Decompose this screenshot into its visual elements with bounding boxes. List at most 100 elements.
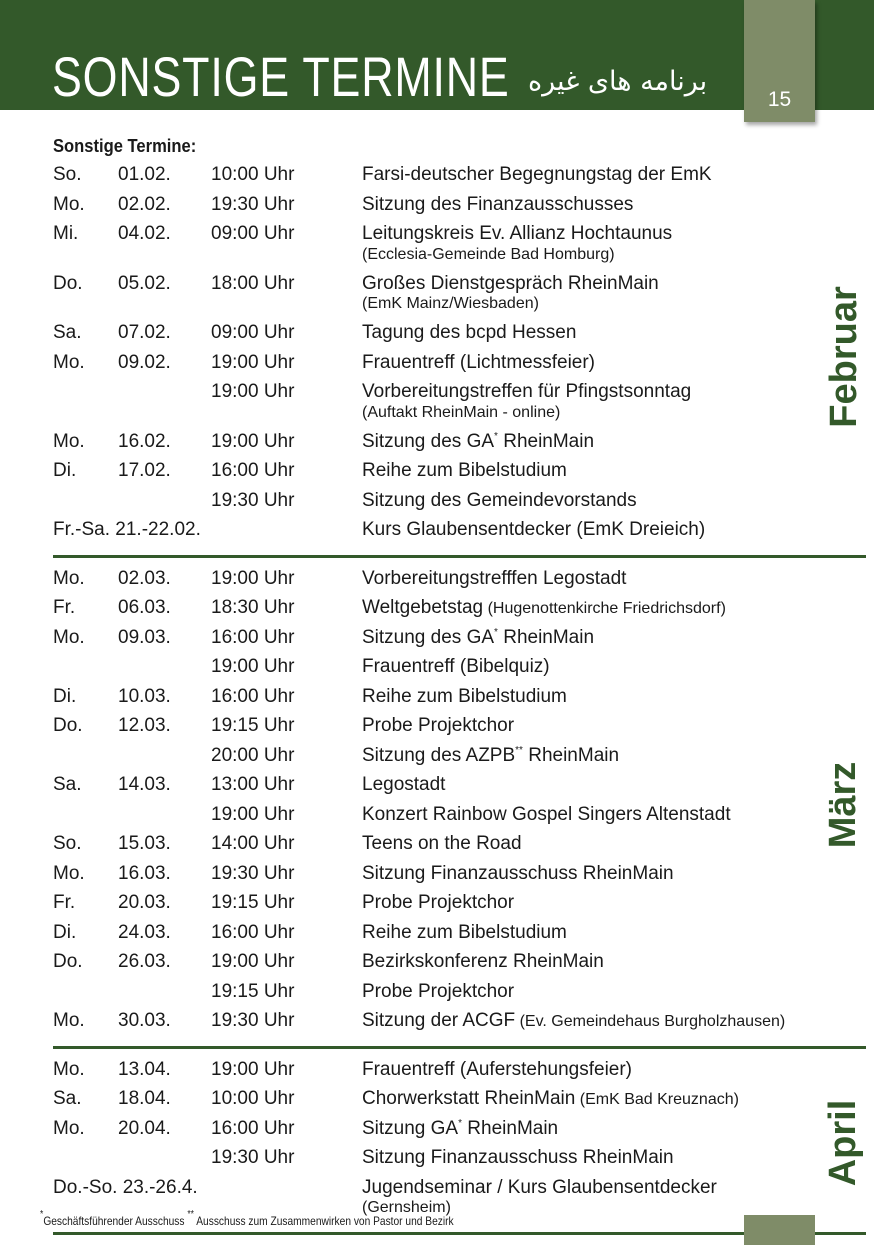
event-day: Do.: [53, 715, 83, 736]
event-day: Sa.: [53, 1088, 82, 1109]
event-row: So. 15.03. 14:00 Uhr Teens on the Road: [53, 829, 866, 859]
event-day: Mo.: [53, 1117, 85, 1139]
event-title-wrap: Sitzung des Gemeindevorstands: [362, 486, 637, 516]
event-title-wrap: Sitzung Finanzausschuss RheinMain: [362, 1143, 674, 1173]
event-title-rest: RheinMain: [522, 744, 620, 766]
event-day: Fr.: [53, 892, 76, 913]
event-date: 15.03.: [118, 833, 171, 854]
event-row: Mo. 16.02. 19:00 Uhr Sitzung des GA* RheinM…: [53, 427, 866, 457]
event-title-wrap: Vorbereitungstreffen für Pfingstsonntag: [362, 377, 691, 407]
footnote: *Geschäftsführender Ausschuss ** Ausschu…: [40, 1210, 454, 1229]
event-title-wrap: Leitungskreis Ev. Allianz Hochtaunus: [362, 219, 672, 249]
event-title: Kurs Glaubensentdecker (EmK Dreieich): [362, 519, 706, 540]
event-time: 16:00 Uhr: [211, 1117, 295, 1139]
month-label: April: [822, 1099, 865, 1187]
event-title-wrap: Weltgebetstag (Hugenottenkirche Friedric…: [362, 593, 726, 624]
event-location: (EmK Bad Kreuznach): [575, 1091, 739, 1108]
event-location: (EmK Mainz/Wiesbaden): [362, 295, 539, 312]
event-time: 18:00 Uhr: [211, 272, 295, 294]
event-title: Probe Projektchor: [362, 892, 515, 913]
event-title-wrap: Probe Projektchor: [362, 977, 514, 1007]
event-time: 19:30 Uhr: [211, 862, 295, 884]
event-date: 04.02.: [118, 223, 171, 244]
event-time: 16:00 Uhr: [211, 685, 295, 707]
event-day: Fr.: [53, 597, 76, 618]
month-label: März: [822, 761, 865, 848]
event-day: Mo.: [53, 567, 85, 589]
event-title: Teens on the Road: [362, 833, 522, 854]
event-time: 10:00 Uhr: [211, 1088, 295, 1109]
event-title: Sitzung der ACGF: [362, 1010, 516, 1031]
event-row: Mo. 13.04. 19:00 Uhr Frauentreff (Aufersteh…: [53, 1055, 866, 1085]
event-row: Sa. 18.04. 10:00 Uhr Chorwerkstatt RheinMai…: [53, 1084, 866, 1114]
event-time: 19:00 Uhr: [211, 1058, 295, 1080]
month-section: So. 01.02. 10:00 Uhr Farsi-deutscher Begegn…: [53, 160, 866, 558]
event-day: Mo.: [53, 1058, 85, 1080]
event-location: (Ecclesia-Gemeinde Bad Homburg): [362, 245, 615, 263]
event-day: Mo.: [53, 862, 85, 884]
event-row: Do. 26.03. 19:00 Uhr Bezirkskonferenz Rhein…: [53, 947, 866, 977]
event-title: Frauentreff (Bibelquiz): [362, 656, 550, 677]
event-date: 09.02.: [118, 351, 171, 373]
event-time: 19:00 Uhr: [211, 567, 295, 589]
footnote-ref: **: [515, 744, 523, 756]
event-row: 19:30 Uhr Sitzung Finanzausschuss RheinMa…: [53, 1143, 866, 1173]
event-date: 07.02.: [118, 322, 171, 343]
event-day: Do.: [53, 951, 83, 972]
event-title-wrap: Großes Dienstgespräch RheinMain: [362, 269, 659, 299]
event-date: 12.03.: [118, 715, 171, 736]
event-title-wrap: Farsi-deutscher Begegnungstag der EmK: [362, 160, 712, 190]
event-title: Bezirkskonferenz RheinMain: [362, 951, 604, 972]
event-row: Di. 10.03. 16:00 Uhr Reihe zum Bibelstudium: [53, 682, 866, 712]
event-date: 01.02.: [118, 164, 171, 185]
event-time: 13:00 Uhr: [211, 774, 295, 795]
event-title: Legostadt: [362, 774, 446, 795]
event-date: 02.02.: [118, 193, 171, 215]
event-row: Fr. 06.03. 18:30 Uhr Weltgebetstag (Hugenot…: [53, 593, 866, 623]
event-day: Di.: [53, 685, 77, 707]
event-day: Mo.: [53, 626, 85, 648]
event-time: 19:30 Uhr: [211, 1147, 295, 1168]
event-title: Weltgebetstag: [362, 597, 484, 618]
page-title: SONSTIGE TERMINE: [52, 45, 510, 108]
event-title: Farsi-deutscher Begegnungstag der EmK: [362, 164, 712, 185]
footnote-ref: *: [494, 430, 498, 442]
event-title-wrap: Teens on the Road: [362, 829, 522, 859]
event-title-wrap: Sitzung des AZPB** RheinMain: [362, 741, 619, 771]
event-title-wrap: Frauentreff (Bibelquiz): [362, 652, 550, 682]
event-row: 19:00 Uhr Konzert Rainbow Gospel Singers …: [53, 800, 866, 830]
event-time: 19:00 Uhr: [211, 381, 295, 402]
event-title-wrap: Frauentreff (Auferstehungsfeier): [362, 1055, 632, 1085]
event-title-wrap: Sitzung GA* RheinMain: [362, 1114, 558, 1144]
event-title: Sitzung des GA: [362, 626, 495, 648]
event-title-wrap: Probe Projektchor: [362, 888, 514, 918]
page-number-tab: 15: [744, 0, 815, 122]
event-day: Sa.: [53, 774, 82, 795]
event-date: 14.03.: [118, 774, 171, 795]
event-day: Do.-So. 23.-26.4.: [53, 1176, 198, 1198]
event-title: Vorbereitungstrefffen Legostadt: [362, 567, 627, 589]
event-title: Sitzung des AZPB: [362, 744, 516, 766]
event-title-wrap: Sitzung des GA* RheinMain: [362, 623, 594, 653]
event-title-wrap: Legostadt: [362, 770, 445, 800]
event-date: 10.03.: [118, 685, 171, 707]
event-date: 17.02.: [118, 460, 171, 481]
event-title-wrap: Sitzung des Finanzausschusses: [362, 190, 633, 220]
event-title-rest: RheinMain: [462, 1117, 559, 1139]
event-day: Mo.: [53, 430, 85, 452]
footnote-ref: *: [494, 626, 498, 638]
event-row: So. 01.02. 10:00 Uhr Farsi-deutscher Begegn…: [53, 160, 866, 190]
event-title-wrap: Reihe zum Bibelstudium: [362, 682, 567, 712]
event-time: 19:30 Uhr: [211, 1010, 295, 1031]
event-title: Vorbereitungstreffen für Pfingstsonntag: [362, 381, 692, 402]
event-row: Mo. 09.02. 19:00 Uhr Frauentreff (Lichtmess…: [53, 348, 866, 378]
event-date: 20.03.: [118, 892, 171, 913]
event-date: 26.03.: [118, 951, 171, 972]
event-location: (Ev. Gemeindehaus Burgholzhausen): [515, 1013, 786, 1030]
event-date: 30.03.: [118, 1010, 171, 1031]
event-time: 19:15 Uhr: [211, 980, 295, 1002]
event-row: Mi. 04.02. 09:00 Uhr Leitungskreis Ev. Alli…: [53, 219, 866, 269]
event-title-wrap: Bezirkskonferenz RheinMain: [362, 947, 604, 977]
event-row: Mo. 02.03. 19:00 Uhr Vorbereitungstrefffen …: [53, 564, 866, 594]
event-title: Reihe zum Bibelstudium: [362, 685, 567, 707]
